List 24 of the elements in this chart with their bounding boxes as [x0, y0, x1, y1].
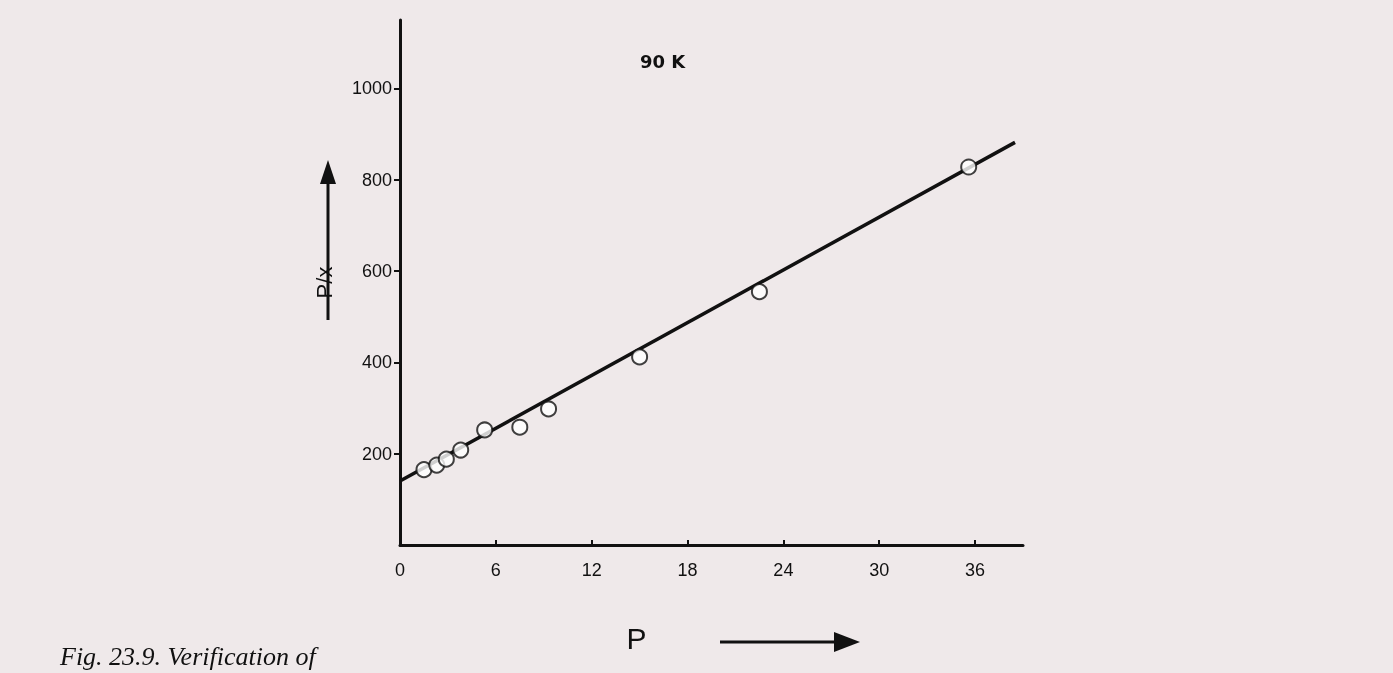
caption: Fig. 23.9. Verification of	[59, 641, 320, 671]
point	[476, 421, 494, 439]
x-tick-label: 0	[394, 560, 406, 580]
point	[631, 348, 649, 366]
y-tick-label: 1000	[351, 78, 392, 99]
point	[750, 283, 768, 301]
point	[415, 461, 433, 479]
x-tick-label: 6	[490, 560, 501, 580]
x-axis-title: P	[626, 621, 647, 655]
x-tick-label: 12	[581, 560, 602, 580]
x-tick-label: 30	[869, 560, 890, 580]
point	[540, 400, 558, 418]
annotation: 90 K	[640, 50, 687, 72]
y-tick-label: 600	[361, 261, 392, 282]
x-tick-label: 24	[773, 560, 794, 580]
y-tick-label: 400	[361, 352, 392, 373]
point	[452, 441, 470, 459]
point	[437, 450, 455, 468]
y-tick-label: 200	[361, 443, 392, 464]
y-tick-label: 800	[361, 169, 392, 190]
x-tick-label: 18	[677, 560, 698, 580]
point	[960, 158, 978, 176]
point	[511, 418, 529, 436]
x-tick-label: 36	[965, 560, 986, 580]
